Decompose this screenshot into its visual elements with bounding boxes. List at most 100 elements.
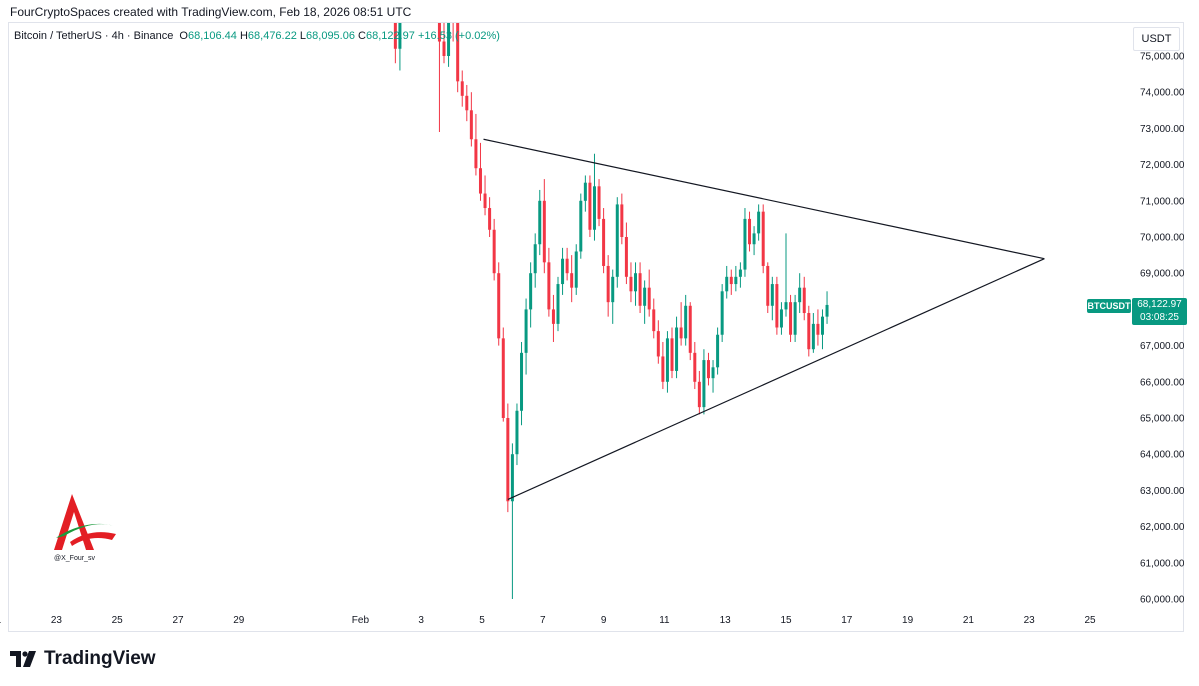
candle-up [398, 23, 402, 49]
brand-name: TradingView [44, 648, 156, 669]
x-tick-label: 7 [540, 615, 546, 626]
candle-up [711, 367, 715, 379]
candle-down [460, 81, 464, 96]
candle-up [447, 23, 451, 57]
candle-down [547, 262, 551, 310]
candle-down [629, 276, 633, 292]
open-value: 68,106.44 [187, 30, 237, 42]
candle-down [478, 168, 482, 194]
candle-up [770, 284, 774, 306]
candle-up [611, 276, 615, 303]
candle-up [738, 269, 742, 277]
candle-down [588, 182, 592, 230]
y-tick-label: 72,000.00 [1140, 160, 1185, 171]
y-tick-label: 74,000.00 [1140, 88, 1185, 99]
x-tick-label: 19 [902, 615, 914, 626]
candle-down [761, 211, 765, 266]
candle-up [665, 338, 669, 382]
candle-down [452, 0, 455, 5]
candle-down [551, 309, 555, 324]
x-tick-label: 29 [233, 615, 245, 626]
y-tick-label: 60,000.00 [1140, 595, 1185, 606]
triangle-upper-line[interactable] [483, 138, 1045, 260]
candle-down [638, 273, 642, 306]
x-tick-label: 25 [1084, 615, 1096, 626]
candle-up [520, 352, 524, 411]
x-tick-label: Feb [352, 615, 370, 626]
candle-down [393, 23, 397, 49]
candle-down [465, 95, 469, 111]
y-tick-label: 67,000.00 [1140, 341, 1185, 352]
candle-up [515, 410, 519, 455]
candle-down [661, 356, 665, 382]
candle-down [807, 313, 811, 350]
low-value: 68,095.06 [306, 30, 355, 42]
candle-down [456, 23, 460, 82]
candle-down [597, 186, 601, 219]
tradingview-logo-icon [10, 651, 36, 667]
candle-down [506, 418, 510, 502]
candle-up [510, 454, 514, 502]
y-tick-label: 73,000.00 [1140, 124, 1185, 135]
y-tick-label: 70,000.00 [1140, 233, 1185, 244]
candle-up [538, 200, 542, 245]
candle-down [497, 273, 501, 339]
candle-down [602, 218, 606, 266]
candle-down [469, 110, 473, 140]
candle-down [647, 287, 651, 310]
candle-down [670, 338, 674, 371]
tradingview-brand[interactable]: TradingView [10, 648, 156, 670]
candle-down [474, 139, 478, 169]
author-logo-icon: @X_Four_sv [54, 494, 116, 562]
symbol-price-label: BTCUSDT [1087, 299, 1131, 313]
y-tick-label: 66,000.00 [1140, 377, 1185, 388]
candle-up [615, 204, 619, 277]
candle-up [524, 309, 528, 353]
candle-up [592, 186, 596, 230]
candle-down [483, 193, 487, 209]
candle-up [752, 233, 756, 245]
candle-down [606, 265, 610, 303]
candle-down [656, 331, 660, 357]
x-tick-label: 9 [601, 615, 607, 626]
candle-down [693, 352, 697, 382]
candle-down [802, 287, 806, 314]
logo-caption: @X_Four_sv [54, 555, 95, 562]
candle-down [501, 338, 505, 418]
current-price: 68,122.97 [1137, 299, 1182, 310]
candle-down [442, 41, 446, 56]
bar-countdown: 03:08:25 [1140, 312, 1179, 323]
x-axis: 21 23 25 27 29 Feb 3 5 7 9 11 13 15 17 19 21 23 25 [0, 615, 1096, 626]
candle-down [748, 218, 752, 245]
candle-up [702, 360, 706, 408]
candle-down [565, 258, 569, 274]
candle-up [684, 305, 688, 339]
symbol-name: Bitcoin / TetherUS · 4h · Binance [14, 30, 174, 42]
candle-down [816, 323, 820, 335]
candle-up [720, 291, 724, 335]
x-tick-label: 21 [963, 615, 975, 626]
candle-down [766, 265, 770, 306]
candle-up [793, 302, 797, 335]
x-tick-label: 25 [112, 615, 124, 626]
x-tick-label: 3 [418, 615, 424, 626]
y-tick-label: 71,000.00 [1140, 196, 1185, 207]
change-value: +16.53 (+0.02%) [417, 30, 500, 42]
triangle-lower-line[interactable] [507, 258, 1045, 500]
candle-down [789, 302, 793, 335]
chart-attribution: FourCryptoSpaces created with TradingVie… [10, 5, 412, 19]
x-tick-label: 11 [659, 615, 670, 626]
chart-frame [8, 22, 1184, 632]
high-value: 68,476.22 [247, 30, 297, 42]
current-price-tag: 68,122.97 03:08:25 [1132, 298, 1187, 325]
candle-up [561, 258, 565, 285]
y-tick-label: 62,000.00 [1140, 522, 1185, 533]
candle-down [652, 309, 656, 332]
x-tick-label: 5 [479, 615, 485, 626]
y-tick-label: 61,000.00 [1140, 558, 1185, 569]
currency-unit-button[interactable]: USDT [1133, 27, 1180, 51]
candle-up [574, 251, 578, 288]
ohlc-values: O68,106.44 H68,476.22 L68,095.06 C68,122… [179, 30, 500, 42]
triangle-lines [483, 138, 1045, 500]
